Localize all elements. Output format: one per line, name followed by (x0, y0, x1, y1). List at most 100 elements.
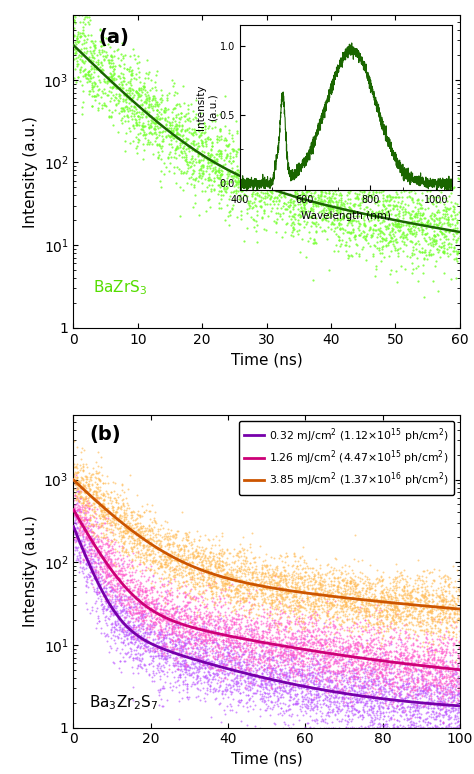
Point (312, 581, 320, 594)
Point (104, 510, 112, 522)
Point (320, 659, 328, 672)
Point (392, 670, 400, 683)
Point (92, 467, 100, 479)
Point (95, 481, 102, 494)
Point (269, 664, 276, 676)
Point (152, 595, 160, 608)
Point (393, 663, 401, 675)
Point (145, 505, 152, 518)
Point (157, 652, 165, 664)
Point (365, 602, 372, 615)
Point (71, 502, 78, 515)
Point (319, 603, 327, 615)
Point (78, 46, 85, 59)
Point (158, 557, 165, 569)
Point (232, 574, 239, 587)
Point (267, 677, 274, 690)
Point (261, 171, 268, 183)
Point (455, 694, 462, 707)
Point (381, 695, 389, 707)
Point (102, 502, 109, 515)
Point (103, 554, 111, 567)
Point (444, 680, 451, 693)
Point (78, 497, 85, 509)
Point (337, 686, 345, 698)
Point (442, 622, 450, 635)
Point (272, 215, 280, 228)
Point (342, 580, 350, 592)
Point (135, 90, 143, 102)
Point (114, 501, 121, 513)
Point (202, 599, 210, 611)
Point (219, 159, 227, 172)
Point (235, 172, 242, 184)
Point (139, 619, 147, 632)
Point (401, 683, 408, 695)
Point (300, 188, 308, 200)
Point (156, 543, 164, 555)
Point (352, 704, 360, 716)
Point (265, 577, 273, 589)
Point (441, 229, 448, 241)
Point (301, 199, 308, 211)
Point (390, 582, 398, 594)
Point (312, 664, 320, 676)
Point (452, 654, 459, 666)
Point (201, 551, 209, 563)
Point (109, 603, 117, 615)
Point (270, 198, 278, 211)
Point (382, 609, 390, 622)
Point (343, 598, 351, 611)
Point (162, 558, 170, 570)
Point (448, 612, 456, 625)
Point (402, 667, 410, 680)
Point (350, 670, 357, 683)
Point (326, 617, 334, 629)
Point (129, 606, 137, 618)
Point (175, 562, 182, 574)
Point (392, 234, 399, 246)
Point (146, 596, 153, 608)
Point (224, 632, 231, 645)
Point (191, 164, 198, 176)
Point (245, 563, 253, 575)
Point (343, 603, 351, 615)
Point (260, 177, 268, 190)
Point (435, 676, 442, 689)
Point (96, 579, 104, 591)
Point (246, 683, 253, 696)
Point (117, 563, 125, 576)
Point (426, 620, 434, 632)
Point (128, 509, 136, 522)
Point (104, 570, 112, 583)
Point (354, 671, 362, 683)
Point (124, 574, 132, 586)
Point (138, 584, 146, 596)
Point (383, 206, 391, 218)
Point (288, 628, 296, 640)
Point (330, 591, 338, 603)
Point (92, 566, 100, 578)
Point (112, 496, 120, 509)
Point (364, 237, 372, 249)
Point (263, 583, 271, 595)
Point (144, 533, 152, 546)
Point (132, 652, 139, 664)
Point (370, 656, 378, 668)
Point (452, 580, 460, 593)
Point (261, 567, 269, 579)
Point (95, 104, 102, 116)
Point (342, 239, 349, 252)
Point (158, 646, 166, 659)
Point (387, 211, 394, 224)
Point (203, 637, 211, 649)
Point (181, 657, 188, 670)
Point (318, 660, 326, 673)
Point (379, 697, 387, 710)
Point (286, 199, 293, 211)
Point (428, 221, 436, 234)
Point (174, 621, 182, 633)
Point (268, 645, 276, 657)
Point (230, 666, 237, 678)
Point (107, 607, 115, 619)
